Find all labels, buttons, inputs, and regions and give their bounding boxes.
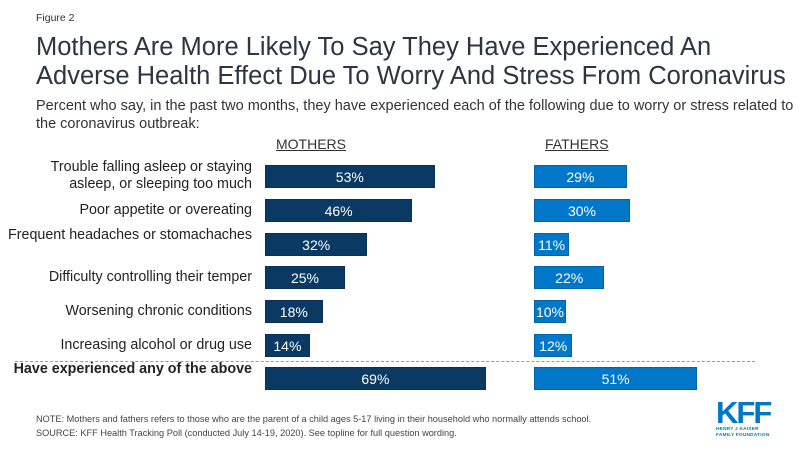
bar-value-label: 25% [290,269,320,286]
bar-value-label: 53% [335,168,364,185]
bar-value-label: 14% [273,337,302,354]
mothers-bar: 14% [265,333,310,357]
fathers-bar: 12% [534,333,573,357]
mothers-bar: 69% [265,366,486,390]
source-text: SOURCE: KFF Health Tracking Poll (conduc… [36,428,457,438]
fathers-bar: 30% [534,198,630,222]
fathers-bar: 10% [534,299,566,323]
category-label: Frequent headaches or stomachaches [8,227,252,243]
bar-value-label: 22% [555,269,584,286]
figure-label: Figure 2 [36,12,75,24]
logo-wordmark: KFF [716,395,772,430]
footnotes: NOTE: Mothers and fathers refers to thos… [36,412,591,440]
category-label: Difficulty controlling their temper [48,268,252,285]
mothers-bar: 53% [265,164,435,188]
bar-value-label: 32% [302,236,331,253]
fathers-bar: 51% [534,366,698,390]
category-label: Trouble falling asleep or staying asleep… [50,159,252,192]
bar-value-label: 51% [601,370,630,387]
mothers-bar: 46% [265,198,413,222]
bar-value-label: 46% [324,202,353,219]
mothers-bar: 25% [265,265,345,289]
mothers-column-header: MOTHERS [276,136,346,152]
note-text: NOTE: Mothers and fathers refers to thos… [36,414,592,424]
bar-value-label: 11% [538,236,566,253]
bar-value-label: 18% [279,303,308,320]
category-label: Increasing alcohol or drug use [60,336,252,353]
category-label: Have experienced any of the above [13,361,252,377]
summary-divider [15,361,755,362]
category-label: Poor appetite or overeating [79,201,252,218]
chart-subtitle: Percent who say, in the past two months,… [36,98,794,132]
chart-title: Mothers Are More Likely To Say They Have… [36,33,786,90]
fathers-bar: 11% [534,232,570,256]
fathers-bar: 29% [534,164,627,188]
kff-logo: KFF HENRY J KAISER FAMILY FOUNDATION [716,395,786,438]
fathers-bar: 22% [534,265,605,289]
mothers-bar: 32% [265,232,368,256]
mothers-bar: 18% [265,299,323,323]
bar-value-label: 30% [567,202,597,219]
bar-value-label: 29% [566,168,595,185]
bar-value-label: 10% [535,303,565,320]
logo-line-2: FAMILY FOUNDATION [716,432,770,438]
fathers-column-header: FATHERS [545,136,609,152]
category-label: Worsening chronic conditions [65,302,253,319]
bar-value-label: 69% [361,370,390,387]
bar-value-label: 12% [539,337,568,354]
logo-line-1: HENRY J KAISER [716,427,759,432]
